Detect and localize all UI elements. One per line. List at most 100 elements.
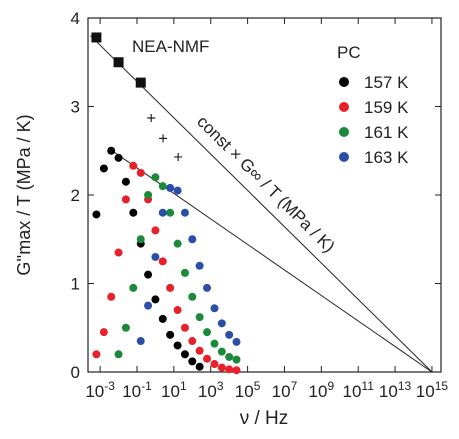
data-point bbox=[180, 208, 189, 217]
data-point bbox=[232, 366, 241, 375]
data-point bbox=[180, 268, 189, 277]
data-point bbox=[225, 330, 234, 339]
x-tick-label: 1013 bbox=[379, 379, 412, 401]
data-point bbox=[136, 235, 145, 244]
legend-title: PC bbox=[337, 43, 361, 62]
y-axis-label: G''max / T (MPa / K) bbox=[14, 114, 34, 275]
cross-point bbox=[147, 114, 156, 123]
data-point bbox=[99, 164, 108, 173]
y-tick-label: 3 bbox=[71, 98, 80, 117]
x-tick-label: 10-3 bbox=[85, 379, 115, 401]
data-point bbox=[166, 330, 175, 339]
annotation: const × G∞ / T (MPa / K) bbox=[193, 112, 338, 256]
data-point bbox=[144, 191, 153, 199]
legend-label: 159 K bbox=[364, 98, 409, 117]
x-tick-label: 105 bbox=[235, 379, 261, 401]
data-point bbox=[166, 283, 175, 292]
data-point bbox=[217, 363, 226, 372]
data-point bbox=[151, 173, 160, 182]
data-point bbox=[114, 350, 123, 359]
data-point bbox=[232, 355, 241, 364]
legend-marker bbox=[339, 152, 349, 162]
data-point bbox=[166, 208, 175, 217]
reference-line bbox=[90, 35, 433, 373]
data-point bbox=[195, 362, 204, 371]
data-point bbox=[195, 261, 204, 270]
legend-label: 163 K bbox=[364, 148, 409, 167]
data-point bbox=[203, 283, 212, 292]
data-point bbox=[114, 248, 123, 257]
data-point bbox=[225, 352, 234, 361]
cross-point bbox=[159, 134, 168, 143]
data-point bbox=[107, 146, 116, 155]
legend-label: 157 K bbox=[364, 73, 409, 92]
x-tick-label: 107 bbox=[272, 379, 298, 401]
data-point bbox=[203, 328, 212, 337]
data-point bbox=[158, 314, 167, 323]
x-tick-label: 109 bbox=[309, 379, 335, 401]
data-point bbox=[151, 252, 160, 261]
data-point bbox=[121, 323, 130, 332]
cross-point bbox=[174, 152, 183, 161]
data-point bbox=[173, 341, 182, 350]
legend-marker bbox=[339, 77, 349, 87]
data-point bbox=[136, 337, 145, 346]
data-point bbox=[173, 239, 182, 248]
data-point bbox=[129, 283, 138, 292]
data-point bbox=[121, 177, 130, 186]
data-point bbox=[217, 319, 226, 328]
x-tick-label: 10-1 bbox=[122, 379, 152, 401]
data-point bbox=[144, 270, 153, 279]
data-point bbox=[210, 360, 219, 369]
legend-marker bbox=[339, 102, 349, 112]
data-point bbox=[173, 306, 182, 315]
square-point bbox=[113, 57, 124, 68]
data-point bbox=[99, 328, 108, 337]
data-point bbox=[225, 365, 234, 374]
data-point bbox=[129, 208, 138, 217]
x-tick-label: 1015 bbox=[416, 379, 449, 401]
data-point bbox=[188, 292, 197, 301]
data-point bbox=[151, 226, 160, 235]
legend-label: 161 K bbox=[364, 123, 409, 142]
data-point bbox=[203, 354, 212, 363]
data-point bbox=[129, 161, 138, 170]
data-point bbox=[107, 292, 116, 301]
data-point bbox=[136, 168, 145, 177]
y-tick-label: 0 bbox=[71, 363, 80, 382]
data-point bbox=[195, 346, 204, 355]
data-point bbox=[188, 357, 197, 366]
data-point bbox=[144, 301, 153, 310]
data-point bbox=[92, 350, 101, 359]
data-point bbox=[188, 235, 197, 244]
data-point bbox=[158, 182, 167, 191]
data-point bbox=[92, 210, 101, 219]
data-point bbox=[121, 195, 130, 204]
data-point bbox=[195, 313, 204, 322]
x-tick-label: 103 bbox=[198, 379, 224, 401]
x-axis-label: ν / Hz bbox=[240, 408, 289, 429]
data-point bbox=[180, 323, 189, 332]
data-point bbox=[180, 350, 189, 359]
legend-marker bbox=[339, 127, 349, 137]
annotation: NEA-NMF bbox=[132, 37, 209, 56]
data-point bbox=[217, 347, 226, 356]
data-point bbox=[188, 337, 197, 346]
data-point bbox=[232, 337, 241, 346]
x-tick-label: 101 bbox=[161, 379, 187, 401]
data-point bbox=[114, 153, 123, 162]
y-tick-label: 2 bbox=[71, 186, 80, 205]
data-point bbox=[210, 339, 219, 348]
data-point bbox=[166, 183, 175, 192]
data-point bbox=[173, 186, 182, 195]
data-point bbox=[210, 304, 219, 313]
y-tick-label: 1 bbox=[71, 275, 80, 294]
square-point bbox=[135, 77, 146, 88]
square-point bbox=[91, 32, 102, 43]
y-tick-label: 4 bbox=[71, 9, 80, 28]
data-point bbox=[158, 257, 167, 266]
data-point bbox=[158, 208, 167, 217]
x-tick-label: 1011 bbox=[343, 379, 375, 401]
data-point bbox=[151, 295, 160, 304]
